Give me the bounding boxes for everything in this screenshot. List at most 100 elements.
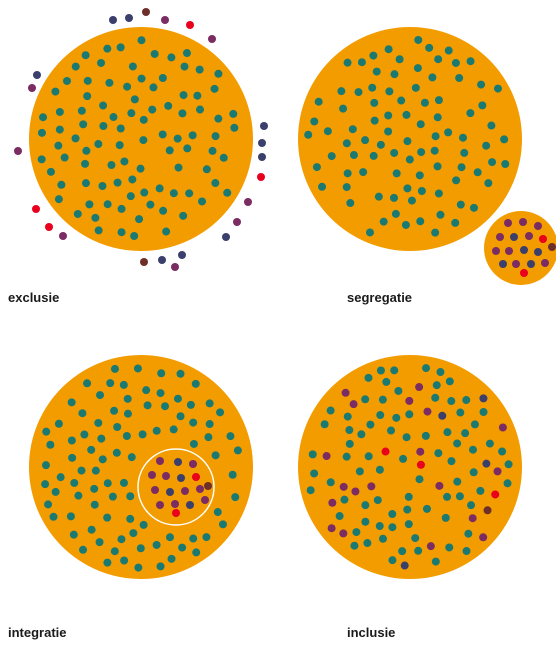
member-dot bbox=[304, 130, 313, 139]
member-dot bbox=[346, 199, 355, 208]
member-dot bbox=[117, 204, 126, 213]
excluded-dot bbox=[45, 223, 53, 231]
member-dot bbox=[468, 514, 477, 523]
member-dot bbox=[320, 420, 329, 429]
member-dot bbox=[79, 120, 88, 129]
member-dot bbox=[498, 423, 507, 432]
member-dot bbox=[476, 486, 485, 495]
member-dot bbox=[214, 69, 223, 78]
member-dot bbox=[504, 460, 513, 469]
excluded-dot bbox=[222, 233, 230, 241]
member-dot bbox=[461, 429, 470, 438]
member-dot bbox=[127, 109, 136, 118]
member-dot bbox=[213, 508, 222, 517]
integrated-dot bbox=[174, 458, 182, 466]
member-dot bbox=[422, 504, 431, 513]
segregated-dot bbox=[527, 260, 535, 268]
member-dot bbox=[126, 514, 135, 523]
integrated-dot bbox=[186, 501, 194, 509]
member-dot bbox=[469, 468, 478, 477]
member-dot bbox=[421, 431, 430, 440]
member-dot bbox=[108, 492, 117, 501]
member-dot bbox=[139, 136, 148, 145]
member-dot bbox=[91, 213, 100, 222]
member-dot bbox=[430, 146, 439, 155]
member-dot bbox=[456, 408, 465, 417]
member-dot bbox=[128, 175, 137, 184]
member-dot bbox=[493, 467, 502, 476]
member-dot bbox=[97, 58, 106, 67]
member-dot bbox=[326, 478, 335, 487]
member-dot bbox=[431, 557, 440, 566]
segregated-dot bbox=[539, 235, 547, 243]
member-dot bbox=[392, 413, 401, 422]
member-dot bbox=[433, 162, 442, 171]
member-dot bbox=[359, 168, 368, 177]
member-dot bbox=[39, 113, 48, 122]
member-dot bbox=[426, 542, 435, 551]
member-dot bbox=[340, 495, 349, 504]
member-dot bbox=[231, 493, 240, 502]
member-dot bbox=[398, 547, 407, 556]
member-dot bbox=[399, 454, 408, 463]
member-dot bbox=[113, 178, 122, 187]
panel-segregatie bbox=[298, 27, 556, 285]
segregated-dot bbox=[496, 233, 504, 241]
member-dot bbox=[73, 209, 82, 218]
excluded-dot bbox=[233, 218, 241, 226]
member-dot bbox=[382, 377, 391, 386]
member-dot bbox=[361, 395, 370, 404]
member-dot bbox=[361, 517, 370, 526]
member-dot bbox=[178, 109, 187, 118]
member-dot bbox=[122, 432, 131, 441]
member-dot bbox=[51, 487, 60, 496]
segregated-dot bbox=[512, 260, 520, 268]
member-dot bbox=[361, 136, 370, 145]
member-dot bbox=[120, 157, 129, 166]
member-dot bbox=[136, 544, 145, 553]
member-dot bbox=[457, 163, 466, 172]
member-dot bbox=[126, 492, 135, 501]
member-dot bbox=[458, 133, 467, 142]
member-dot bbox=[173, 134, 182, 143]
member-dot bbox=[425, 43, 434, 52]
member-dot bbox=[375, 522, 384, 531]
member-dot bbox=[420, 98, 429, 107]
excluded-dot bbox=[178, 251, 186, 259]
member-dot bbox=[460, 148, 469, 157]
member-dot bbox=[434, 189, 443, 198]
member-dot bbox=[391, 209, 400, 218]
member-dot bbox=[74, 491, 83, 500]
member-dot bbox=[357, 58, 366, 67]
member-dot bbox=[123, 394, 132, 403]
member-dot bbox=[116, 43, 125, 52]
integrated-dot bbox=[181, 487, 189, 495]
member-dot bbox=[445, 377, 454, 386]
excluded-dot bbox=[142, 8, 150, 16]
member-dot bbox=[400, 561, 409, 570]
member-dot bbox=[415, 475, 424, 484]
member-dot bbox=[230, 123, 239, 132]
member-dot bbox=[390, 70, 399, 79]
member-dot bbox=[385, 87, 394, 96]
member-dot bbox=[447, 457, 456, 466]
member-dot bbox=[431, 393, 440, 402]
member-dot bbox=[314, 97, 323, 106]
member-dot bbox=[139, 520, 148, 529]
integrated-dot bbox=[177, 474, 185, 482]
integrated-dot bbox=[156, 457, 164, 465]
member-dot bbox=[501, 159, 510, 168]
member-dot bbox=[493, 84, 502, 93]
member-dot bbox=[491, 490, 500, 499]
member-dot bbox=[98, 455, 107, 464]
member-dot bbox=[411, 83, 420, 92]
member-dot bbox=[226, 432, 235, 441]
member-dot bbox=[349, 400, 358, 409]
member-dot bbox=[80, 430, 89, 439]
member-dot bbox=[179, 211, 188, 220]
member-dot bbox=[155, 184, 164, 193]
member-dot bbox=[453, 439, 462, 448]
member-dot bbox=[339, 482, 348, 491]
member-dot bbox=[379, 217, 388, 226]
member-dot bbox=[205, 420, 214, 429]
